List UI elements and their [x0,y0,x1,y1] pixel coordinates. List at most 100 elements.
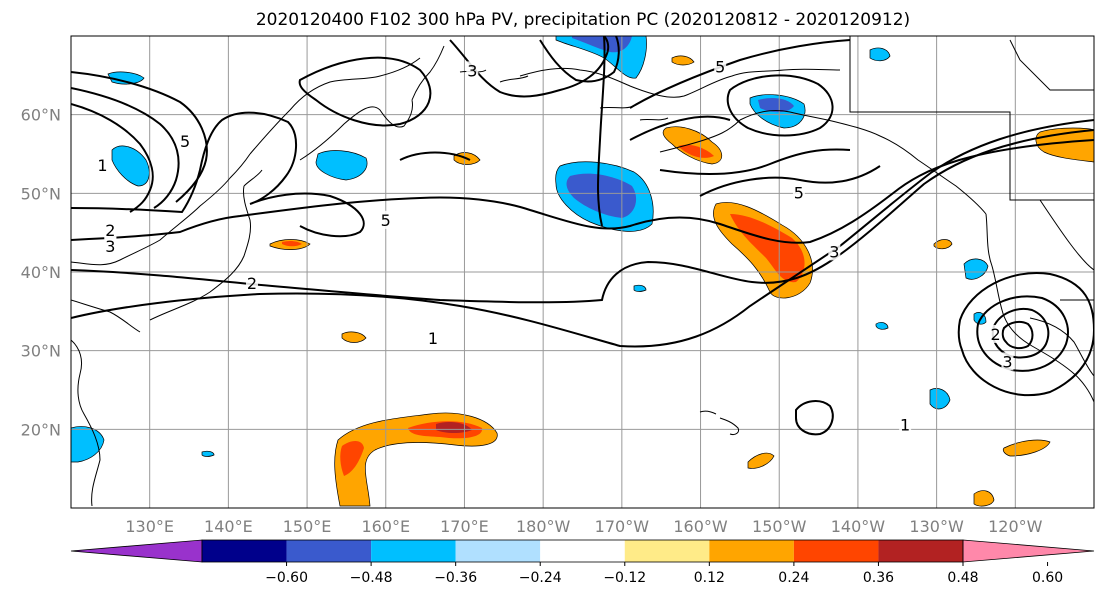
coast-east-asia [71,153,251,507]
contour-label: 5 [180,132,190,151]
pv-contour-bering-3 [597,36,606,227]
precip-core-2 [340,441,364,476]
lon-tick-label: 160°W [673,517,728,536]
pv-contour-bering-ridge [449,36,610,98]
pv-contour-gulf-5 [699,165,881,197]
contour-label-bg [379,210,392,229]
pv-contour-alaska-loop [726,74,834,137]
contour-label: 1 [900,415,910,434]
pv-contour-hawaii-loop [795,400,834,436]
contour-label: 3 [1002,352,1012,371]
map-title: 2020120400 F102 300 hPa PV, precipitatio… [256,10,910,30]
pv-contour-1 [71,119,1094,348]
contour-label: 5 [794,183,804,202]
colorbar-tick-label: 0.12 [694,570,725,586]
lon-tick-label: 150°E [283,517,332,536]
colorbar-tick-label: −0.12 [603,570,646,586]
colorbar-tick-label: −0.36 [434,570,477,586]
contour-label-bg [1001,352,1014,371]
gridlines [71,36,1094,508]
contour-label: 1 [428,329,438,348]
colorbar-tick-label: 0.24 [778,570,809,586]
lat-tick-label: 50°N [21,184,61,203]
pv-contour-central-loop [399,151,471,161]
lon-tick-label: 160°E [361,517,410,536]
colorbar-segment [793,540,879,562]
contour-label-bg [792,183,805,202]
colorbar-segment [286,540,372,562]
lat-tick-label: 40°N [21,263,61,282]
contour-label-bg [466,61,479,80]
pv-contour-cutoff-low-3 [991,308,1050,359]
contour-label: 3 [105,237,115,256]
contour-label: 2 [247,274,257,293]
colorbar-outline [201,539,964,563]
contour-label-bg [245,273,258,292]
pv-contour-bering-2 [539,36,620,83]
lon-tick-label: 150°W [752,517,807,536]
precip-blob-siberia [111,145,150,187]
longitude-tick-labels: 130°E 140°E 150°E 160°E 170°E 180°W 170°W 160°W… [125,517,1042,536]
precip-negative-areas [71,36,989,463]
contour-label-bg [104,221,117,240]
lon-tick-label: 170°E [440,517,489,536]
latitude-tick-labels: 60°N 50°N 40°N 30°N 20°N [21,106,61,440]
coastlines [71,36,1094,507]
lat-tick-label: 20°N [21,420,61,439]
pv-contour-cutoff-low-2 [976,295,1069,372]
colorbar-segment [455,540,541,562]
colorbar-tick-label: −0.60 [265,570,308,586]
contour-label-bg [989,324,1002,343]
colorbar-extend-low [70,539,203,563]
precip-blob-sea-of-okhotsk [315,150,368,181]
contour-label-bg [426,328,439,347]
contour-label-bg [828,242,841,261]
precip-core-gulf-of-alaska [730,214,805,283]
precip-core-west-aleutian [566,173,637,218]
contour-label: 1 [97,156,107,175]
coast-japan [149,169,263,321]
precip-positive-areas [269,55,1094,507]
pv-contour-5 [71,111,365,238]
precip-colorbar: −0.60 −0.48 −0.36 −0.24 −0.12 0.12 0.24 0.36 0.4… [70,539,1095,586]
colorbar-segment [624,540,710,562]
lon-tick-label: 180°W [516,517,571,536]
coast-kamchatka [299,45,445,161]
lon-tick-label: 130°E [125,517,174,536]
colorbar-segment [540,540,625,562]
lat-tick-label: 30°N [21,342,61,361]
colorbar-tick-label: 0.36 [863,570,894,586]
contour-label: 3 [467,61,477,80]
lon-tick-label: 130°W [909,517,964,536]
pv-contour-north-1 [71,71,208,203]
map-frame [70,35,1095,509]
pv-contour-alaska-ridge [629,39,851,175]
lat-tick-label: 60°N [21,106,61,125]
hawaii-islands [699,410,739,435]
colorbar-extend-high [962,539,1095,563]
borders-canada-us [849,36,1094,301]
lon-tick-label: 170°W [595,517,650,536]
colorbar-segment [709,540,794,562]
colorbar-segment [202,540,287,562]
colorbar-tick-label: 0.48 [947,570,978,586]
colorbar-segment [371,540,456,562]
pv-contour-cutoff-low-1 [957,272,1094,397]
contour-label: 2 [991,325,1001,344]
coast-okhotsk [249,57,421,155]
contour-label-bg [104,236,117,255]
contour-label-bg [96,155,109,174]
colorbar-segment [878,540,963,562]
pv-contours [71,36,1094,436]
contour-label: 2 [105,221,115,240]
colorbar-tick-label: 0.60 [1032,570,1063,586]
pv-contour-3 [71,139,1094,244]
contour-label-bg [899,415,912,434]
pv-contour-cutoff-low-4 [1001,320,1034,350]
coast-alaska [519,67,987,215]
lon-tick-label: 140°E [204,517,253,536]
pv-contour-north-3 [71,103,154,213]
pv-contour-loop-kamchatka [298,56,432,127]
